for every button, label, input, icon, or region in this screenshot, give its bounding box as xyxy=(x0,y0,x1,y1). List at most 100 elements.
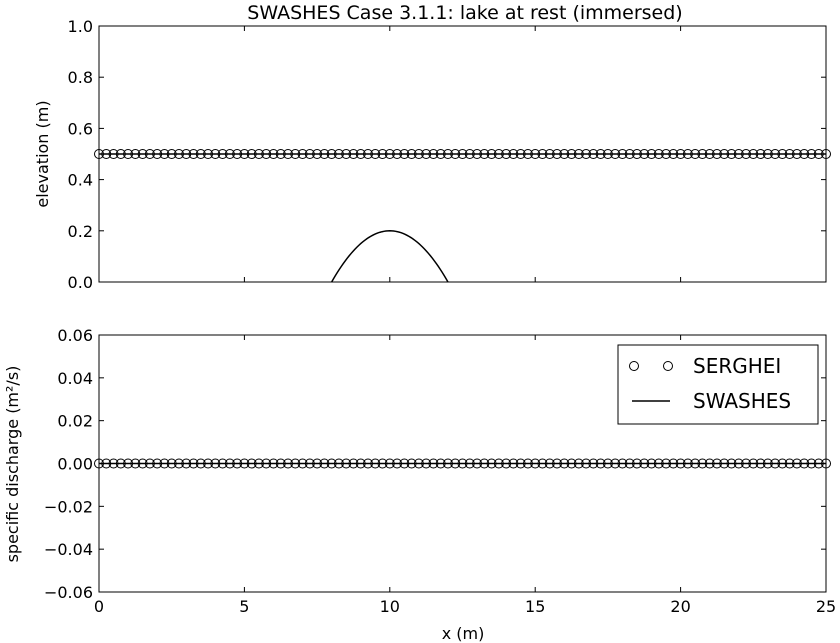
discharge-serghei-point xyxy=(522,458,533,469)
elevation-serghei-point xyxy=(130,149,141,159)
discharge-serghei-point xyxy=(661,458,672,469)
elevation-serghei-point xyxy=(435,149,446,159)
discharge-serghei-point xyxy=(646,458,657,469)
elevation-serghei-point xyxy=(821,149,831,159)
elevation-serghei-point xyxy=(341,149,352,159)
discharge-serghei-point xyxy=(813,458,824,469)
discharge-serghei-point xyxy=(115,458,126,469)
legend-box xyxy=(617,344,819,425)
discharge-y-tick-label: −0.04 xyxy=(44,540,93,559)
elevation-serghei-point xyxy=(464,149,475,159)
elevation-serghei-point xyxy=(762,149,773,159)
discharge-serghei-point xyxy=(370,458,381,469)
elevation-serghei-point xyxy=(421,149,432,159)
discharge-serghei-point xyxy=(399,458,410,469)
elevation-serghei-point xyxy=(348,149,359,159)
discharge-serghei-point xyxy=(406,458,417,469)
discharge-serghei-point xyxy=(486,458,497,469)
elevation-serghei-point xyxy=(442,149,453,159)
elevation-serghei-point xyxy=(362,149,373,159)
discharge-serghei-point xyxy=(770,458,781,469)
discharge-serghei-point xyxy=(552,458,563,469)
elevation-y-tick-label: 1.0 xyxy=(68,17,93,36)
elevation-serghei-point xyxy=(152,149,163,159)
elevation-serghei-point xyxy=(115,149,126,159)
elevation-serghei-point xyxy=(377,149,388,159)
discharge-y-tick-label: 0.06 xyxy=(57,326,93,345)
elevation-serghei-point xyxy=(595,149,606,159)
elevation-serghei-point xyxy=(217,149,228,159)
elevation-serghei-point xyxy=(297,149,308,159)
discharge-serghei-point xyxy=(217,458,228,469)
x-tick-label: 15 xyxy=(525,597,545,616)
discharge-serghei-point xyxy=(472,458,483,469)
elevation-serghei-point xyxy=(522,149,533,159)
elevation-serghei-point xyxy=(224,149,235,159)
discharge-serghei-point xyxy=(333,458,344,469)
elevation-serghei-point xyxy=(741,149,752,159)
elevation-serghei-point xyxy=(530,149,541,159)
discharge-serghei-point xyxy=(435,458,446,469)
elevation-serghei-point xyxy=(602,149,613,159)
elevation-serghei-point xyxy=(755,149,766,159)
discharge-serghei-point xyxy=(159,458,170,469)
discharge-serghei-point xyxy=(195,458,206,469)
discharge-serghei-point xyxy=(566,458,577,469)
discharge-serghei-point xyxy=(806,458,817,469)
elevation-serghei-point xyxy=(166,149,177,159)
discharge-serghei-point xyxy=(464,458,475,469)
elevation-serghei-point xyxy=(624,149,635,159)
discharge-serghei-point xyxy=(384,458,395,469)
elevation-serghei-point xyxy=(333,149,344,159)
discharge-serghei-point xyxy=(544,458,555,469)
elevation-serghei-point xyxy=(399,149,410,159)
discharge-serghei-point xyxy=(275,458,286,469)
discharge-serghei-point xyxy=(319,458,330,469)
discharge-y-axis-label: specific discharge (m²/s) xyxy=(3,366,22,563)
x-tick-label: 10 xyxy=(380,597,400,616)
discharge-serghei-point xyxy=(442,458,453,469)
elevation-serghei-point xyxy=(101,149,112,159)
discharge-y-tick-label: 0.00 xyxy=(57,455,93,474)
discharge-serghei-point xyxy=(232,458,243,469)
x-tick-label: 0 xyxy=(94,597,104,616)
discharge-serghei-point xyxy=(450,458,461,469)
elevation-serghei-point xyxy=(813,149,824,159)
discharge-serghei-point xyxy=(101,458,112,469)
chart-title: SWASHES Case 3.1.1: lake at rest (immers… xyxy=(247,2,682,24)
elevation-serghei-point xyxy=(711,149,722,159)
elevation-serghei-point xyxy=(159,149,170,159)
discharge-serghei-point xyxy=(821,458,831,469)
discharge-axes: specific discharge (m²/s) x (m) −0.06 −0.… xyxy=(3,326,836,643)
discharge-serghei-point xyxy=(675,458,686,469)
elevation-serghei-point xyxy=(719,149,730,159)
elevation-serghei-point xyxy=(472,149,483,159)
elevation-y-axis-label: elevation (m) xyxy=(33,100,52,207)
elevation-serghei-point xyxy=(384,149,395,159)
elevation-serghei-point xyxy=(137,149,148,159)
elevation-serghei-point xyxy=(697,149,708,159)
elevation-serghei-point xyxy=(631,149,642,159)
elevation-serghei-point xyxy=(486,149,497,159)
elevation-serghei-point xyxy=(457,149,468,159)
elevation-serghei-point xyxy=(355,149,366,159)
discharge-serghei-point xyxy=(682,458,693,469)
elevation-serghei-point xyxy=(232,149,243,159)
discharge-serghei-point xyxy=(283,458,294,469)
discharge-serghei-point xyxy=(188,458,199,469)
elevation-serghei-point xyxy=(661,149,672,159)
discharge-serghei-point xyxy=(799,458,810,469)
elevation-serghei-point xyxy=(726,149,737,159)
elevation-serghei-point xyxy=(108,149,119,159)
elevation-serghei-point xyxy=(239,149,250,159)
elevation-serghei-point xyxy=(450,149,461,159)
elevation-serghei-point xyxy=(653,149,664,159)
discharge-serghei-point xyxy=(246,458,257,469)
discharge-serghei-point xyxy=(326,458,337,469)
elevation-y-tick-label: 0.4 xyxy=(68,171,93,190)
discharge-serghei-point xyxy=(130,458,141,469)
discharge-serghei-point xyxy=(624,458,635,469)
elevation-serghei-point xyxy=(261,149,272,159)
discharge-serghei-point xyxy=(755,458,766,469)
elevation-serghei-point xyxy=(275,149,286,159)
